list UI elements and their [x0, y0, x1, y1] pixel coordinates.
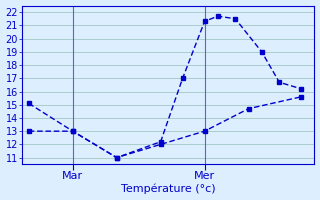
X-axis label: Température (°c): Température (°c) — [121, 184, 216, 194]
